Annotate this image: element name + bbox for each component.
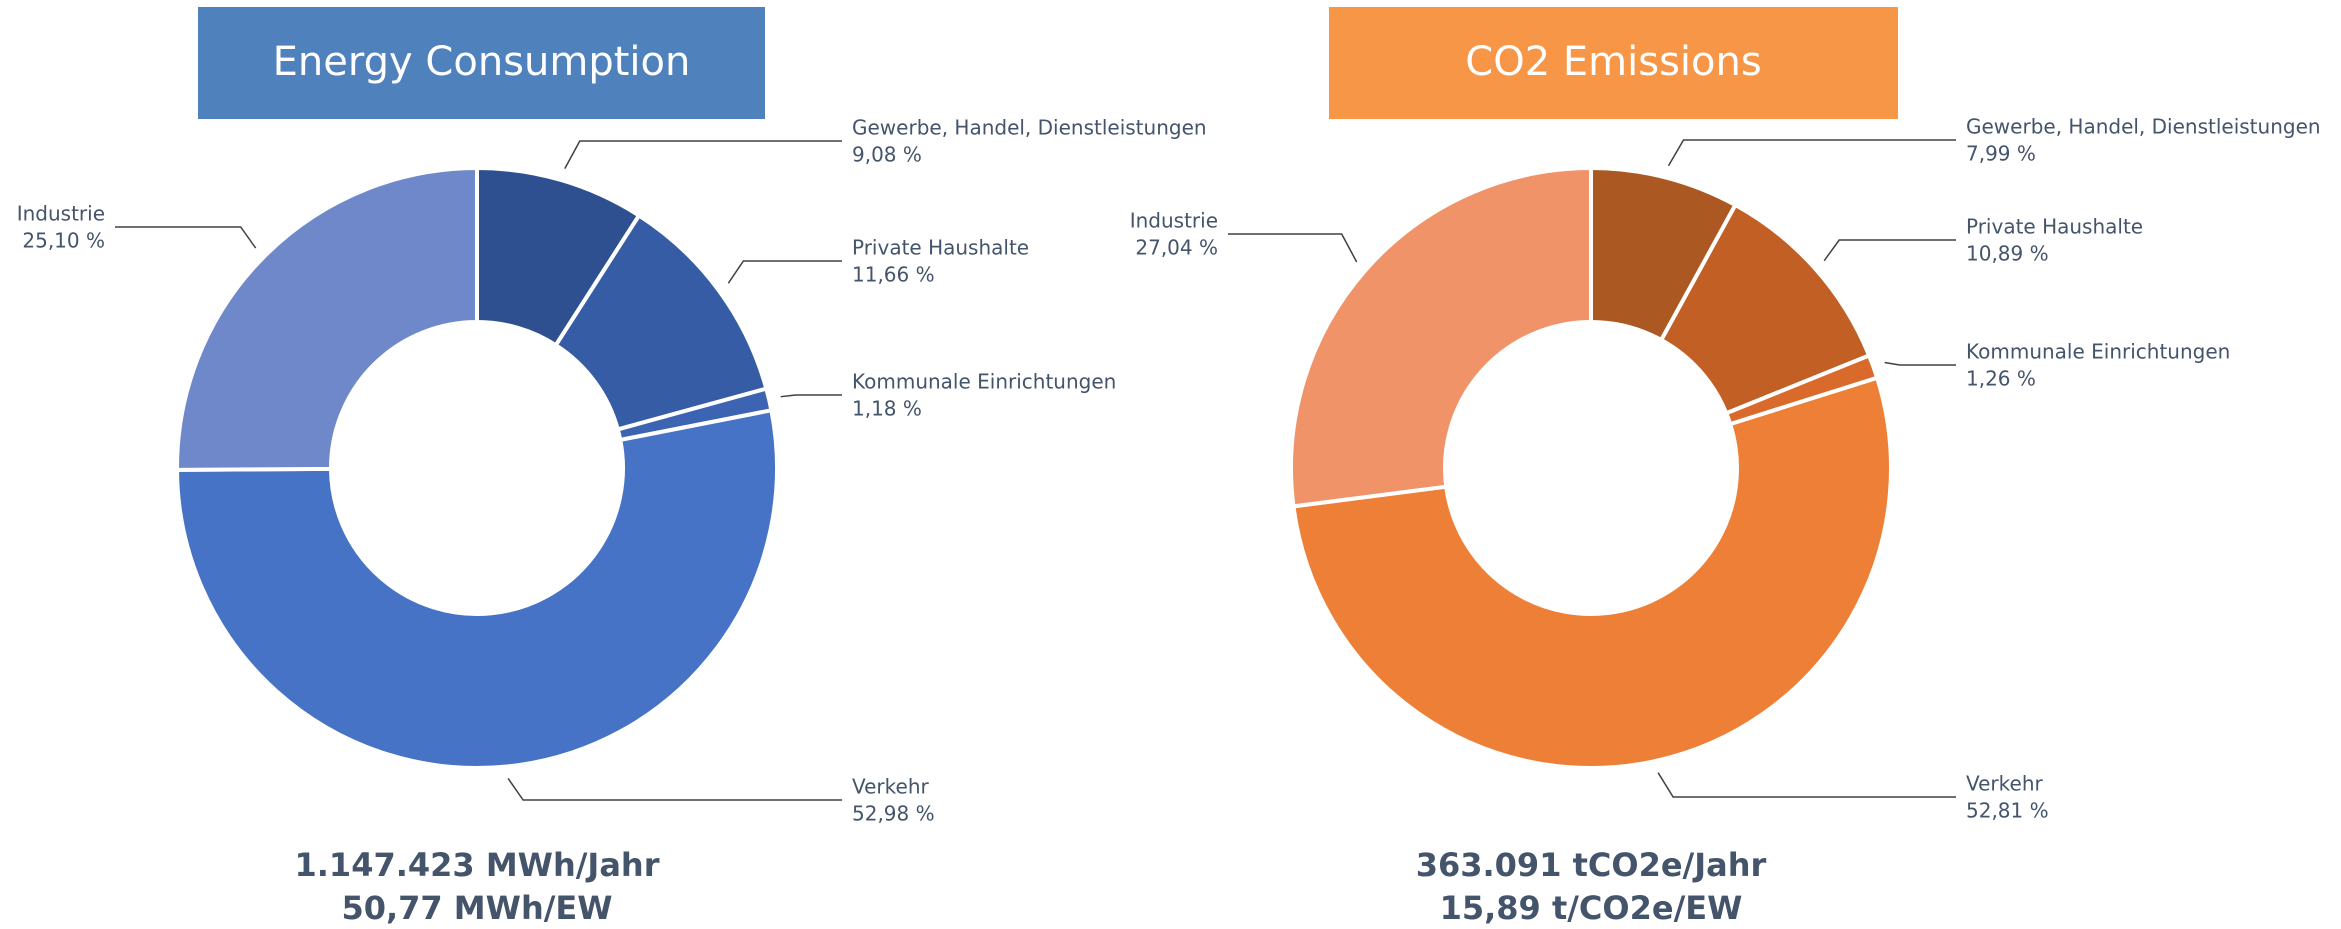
slice-label: Private Haushalte	[852, 236, 1029, 260]
leader-line	[564, 140, 842, 169]
leader-line	[780, 394, 842, 398]
donut-slice	[174, 407, 779, 770]
slice-value: 1,26 %	[1966, 367, 2036, 391]
donut-slice	[1289, 165, 1593, 509]
chart-title: CO2 Emissions	[1465, 39, 1761, 85]
slice-label: Kommunale Einrichtungen	[1966, 340, 2230, 364]
slice-value: 11,66 %	[852, 263, 935, 287]
leader-line	[115, 226, 257, 249]
title-box	[1329, 7, 1898, 119]
donut-slice	[175, 165, 479, 472]
total-text: 1.147.423 MWh/Jahr	[295, 846, 660, 884]
leader-line	[1667, 139, 1956, 167]
leader-line	[507, 778, 842, 801]
slice-label: Industrie	[17, 202, 105, 226]
leader-line	[1884, 361, 1956, 366]
slice-label: Gewerbe, Handel, Dienstleistungen	[1966, 115, 2321, 139]
slice-label: Gewerbe, Handel, Dienstleistungen	[852, 116, 1207, 140]
total-text: 363.091 tCO2e/Jahr	[1416, 846, 1767, 884]
leader-line	[1823, 239, 1956, 262]
slice-label: Verkehr	[1966, 772, 2044, 796]
slice-label: Industrie	[1130, 209, 1218, 233]
slice-value: 10,89 %	[1966, 242, 2049, 266]
title-box	[198, 7, 765, 119]
slice-value: 1,18 %	[852, 397, 922, 421]
slice-label: Verkehr	[852, 775, 930, 799]
slice-value: 52,81 %	[1966, 799, 2049, 823]
slice-value: 25,10 %	[22, 229, 105, 253]
leader-line	[1228, 233, 1358, 263]
total-text: 50,77 MWh/EW	[341, 889, 612, 927]
slice-label: Private Haushalte	[1966, 215, 2143, 239]
donut-slice	[1658, 202, 1872, 416]
donut-slice	[1291, 375, 1893, 771]
slice-value: 27,04 %	[1135, 236, 1218, 260]
slice-value: 52,98 %	[852, 802, 935, 826]
leader-line	[727, 260, 842, 284]
total-text: 15,89 t/CO2e/EW	[1440, 889, 1743, 927]
slice-value: 9,08 %	[852, 143, 922, 167]
slice-label: Kommunale Einrichtungen	[852, 370, 1116, 394]
chart-title: Energy Consumption	[273, 39, 691, 85]
leader-line	[1657, 772, 1956, 798]
donut-slice	[553, 212, 769, 432]
slice-value: 7,99 %	[1966, 142, 2036, 166]
